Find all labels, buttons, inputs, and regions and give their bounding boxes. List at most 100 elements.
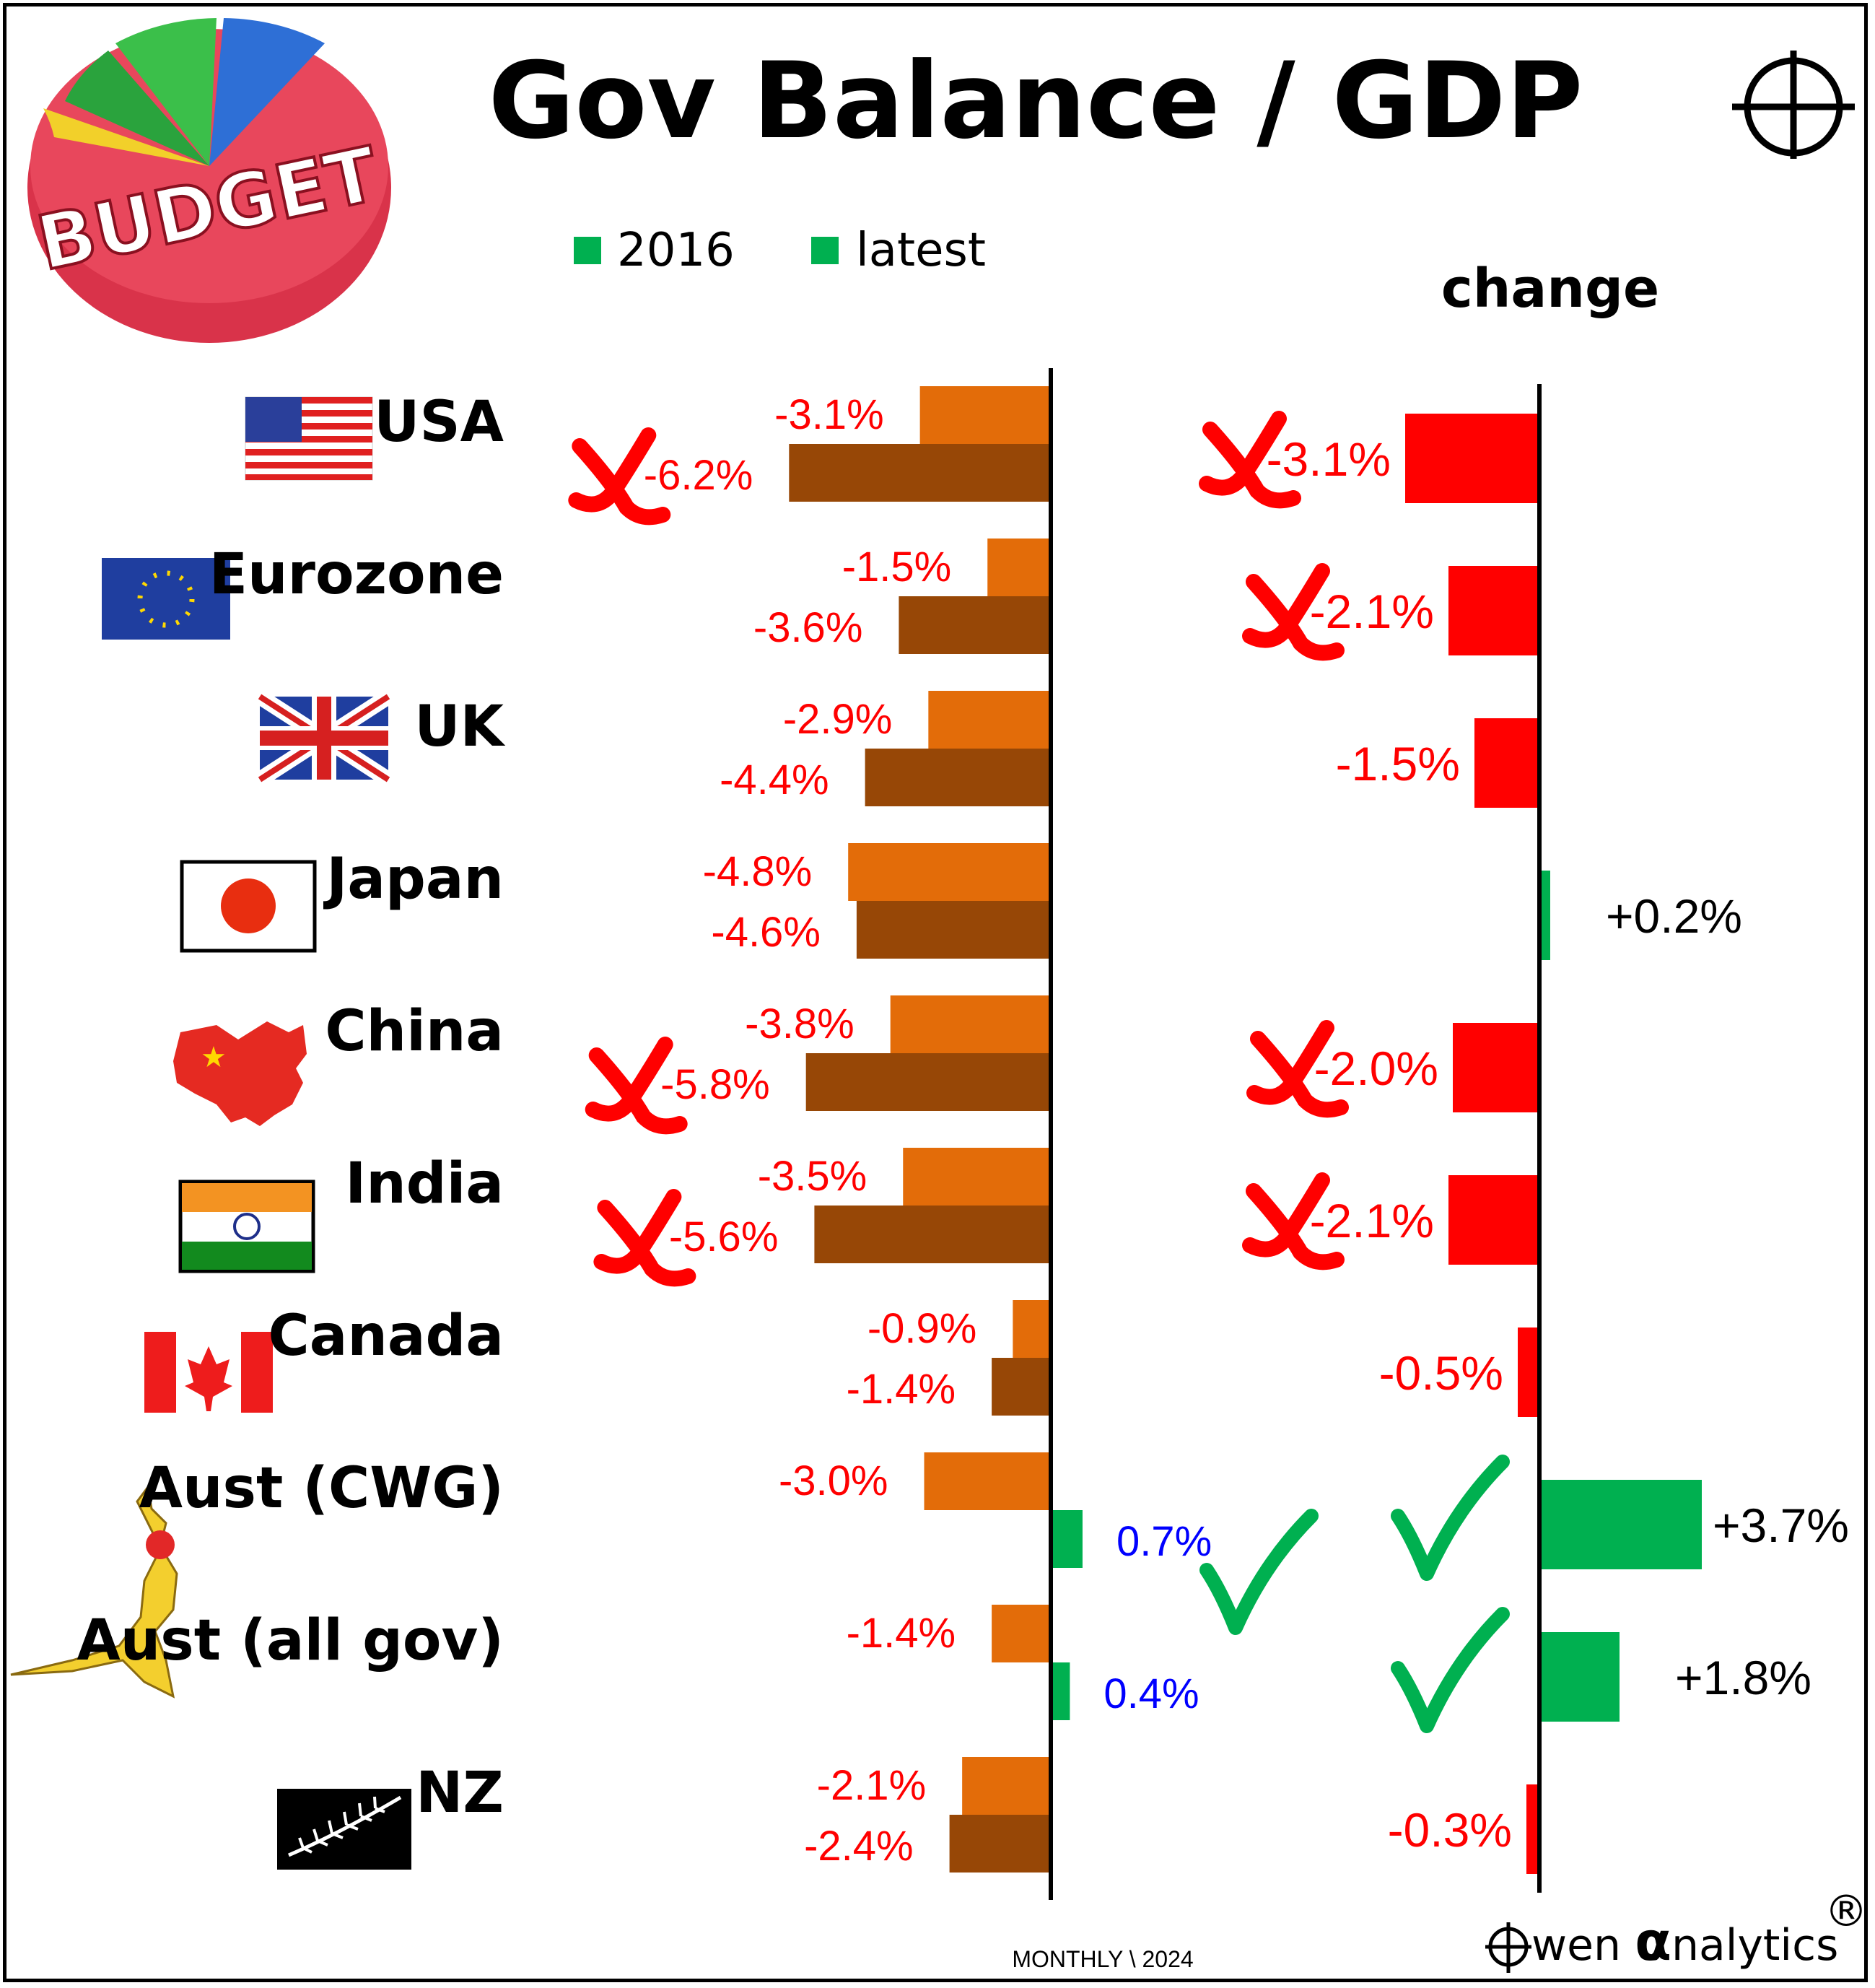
cross-icon-usa <box>568 427 671 526</box>
check-icon-aust-all-gov <box>1391 1607 1510 1733</box>
label-latest-aust-all-gov: 0.4% <box>1103 1670 1199 1717</box>
label-latest-usa: -6.2% <box>644 452 753 499</box>
change-bar-nz <box>1526 1784 1539 1874</box>
change-bar-eurozone <box>1448 566 1539 655</box>
uk-flag-icon <box>255 689 393 787</box>
label-2016-eurozone: -1.5% <box>842 544 952 590</box>
country-label-japan: Japan <box>323 847 504 912</box>
legend: 2016 latest <box>574 224 986 277</box>
label-2016-aust-cwg: -3.0% <box>779 1457 888 1504</box>
legend-label-2016: 2016 <box>617 224 735 277</box>
change-cross-icon-india <box>1242 1172 1345 1270</box>
change-bar-uk <box>1474 718 1539 808</box>
legend-swatch-2016 <box>574 237 601 264</box>
bar-2016-japan <box>848 843 1051 901</box>
china-map-icon: ★ <box>173 1021 307 1126</box>
label-2016-aust-all-gov: -1.4% <box>847 1610 956 1657</box>
footer-note: MONTHLY \ 2024 <box>1012 1946 1193 1972</box>
label-latest-uk: -4.4% <box>720 757 829 803</box>
change-label-aust-all-gov: +1.8% <box>1675 1651 1811 1704</box>
bar-latest-nz <box>949 1815 1051 1873</box>
crosshair-icon <box>1732 51 1855 159</box>
canada-flag-icon <box>144 1332 273 1413</box>
brand-suffix: nalytics <box>1671 1920 1838 1971</box>
bar-2016-aust-cwg <box>924 1452 1051 1510</box>
change-bar-china <box>1453 1023 1539 1112</box>
kangaroo-icon <box>10 1484 178 1699</box>
change-cross-icon-usa <box>1199 411 1301 509</box>
change-header: change <box>1441 258 1659 320</box>
bar-latest-japan <box>856 901 1051 959</box>
label-2016-uk: -2.9% <box>783 696 893 743</box>
change-label-nz: -0.3% <box>1388 1803 1512 1857</box>
check-icon-aust-cwg <box>1391 1455 1510 1581</box>
label-latest-india: -5.6% <box>669 1213 779 1260</box>
change-label-usa: -3.1% <box>1267 432 1391 486</box>
legend-swatch-latest <box>811 237 839 264</box>
brand-prefix: wen <box>1531 1920 1635 1971</box>
legend-label-latest: latest <box>856 224 986 277</box>
label-latest-canada: -1.4% <box>847 1366 956 1413</box>
bar-latest-aust-cwg <box>1053 1510 1083 1568</box>
label-latest-aust-cwg: 0.7% <box>1116 1518 1212 1565</box>
bar-latest-india <box>814 1206 1051 1263</box>
chart-frame <box>3 3 1868 1982</box>
bar-2016-usa <box>919 386 1051 444</box>
chart-title: Gov Balance / GDP <box>488 40 1583 162</box>
cross-icon-china <box>585 1037 688 1135</box>
svg-text:★: ★ <box>201 1041 227 1074</box>
label-2016-nz: -2.1% <box>817 1762 927 1809</box>
japan-flag-icon <box>180 860 317 953</box>
label-2016-india: -3.5% <box>758 1153 867 1200</box>
country-label-eurozone: Eurozone <box>209 542 504 607</box>
bar-2016-eurozone <box>987 539 1051 596</box>
country-label-canada: Canada <box>268 1304 504 1369</box>
country-label-china: China <box>325 999 504 1064</box>
change-bar-canada <box>1518 1327 1539 1417</box>
budget-pie-logo: BUDGET <box>27 18 391 343</box>
label-2016-canada: -0.9% <box>867 1305 977 1352</box>
nz-fern-flag-icon <box>277 1789 411 1870</box>
bar-2016-china <box>890 995 1051 1053</box>
label-2016-china: -3.8% <box>745 1000 855 1047</box>
change-cross-icon-china <box>1246 1020 1349 1118</box>
svg-text:wen αnalytics: wen αnalytics <box>1531 1911 1838 1973</box>
change-label-china: -2.0% <box>1314 1042 1438 1095</box>
bar-2016-aust-all-gov <box>992 1605 1051 1662</box>
change-bar-aust-cwg <box>1542 1480 1702 1569</box>
cross-icon-india <box>593 1189 696 1287</box>
change-bar-aust-all-gov <box>1542 1632 1620 1722</box>
change-bar-japan <box>1542 871 1550 960</box>
usa-flag-icon <box>245 396 373 481</box>
change-bar-usa <box>1405 414 1539 503</box>
bar-2016-india <box>903 1148 1051 1206</box>
country-label-aust-cwg: Aust (CWG) <box>139 1456 504 1521</box>
change-bar-india <box>1448 1175 1539 1265</box>
bar-latest-usa <box>789 444 1051 502</box>
bar-latest-china <box>805 1053 1051 1111</box>
bar-latest-uk <box>865 749 1051 806</box>
label-latest-eurozone: -3.6% <box>753 604 863 651</box>
brand-alpha: α <box>1635 1911 1671 1973</box>
change-label-eurozone: -2.1% <box>1310 585 1434 638</box>
bar-latest-canada <box>992 1358 1051 1416</box>
change-label-uk: -1.5% <box>1336 737 1460 790</box>
check-icon-aust-left <box>1199 1509 1319 1635</box>
label-latest-nz: -2.4% <box>804 1823 914 1870</box>
bar-2016-uk <box>928 691 1051 749</box>
change-label-canada: -0.5% <box>1379 1346 1503 1400</box>
bar-2016-nz <box>962 1757 1051 1815</box>
india-flag-icon <box>178 1180 315 1273</box>
bar-2016-canada <box>1013 1300 1051 1358</box>
country-label-usa: USA <box>374 390 504 455</box>
country-label-india: India <box>345 1151 504 1216</box>
bar-latest-aust-all-gov <box>1053 1662 1070 1720</box>
owen-analytics-brand: wen αnalytics ® <box>1485 1886 1868 1973</box>
change-label-india: -2.1% <box>1310 1194 1434 1247</box>
label-latest-japan: -4.6% <box>711 909 821 956</box>
change-label-aust-cwg: +3.7% <box>1713 1499 1849 1552</box>
country-label-nz: NZ <box>416 1761 504 1826</box>
brand-crosshair-icon <box>1485 1922 1531 1973</box>
country-label-aust-all-gov: Aust (all gov) <box>77 1608 504 1673</box>
